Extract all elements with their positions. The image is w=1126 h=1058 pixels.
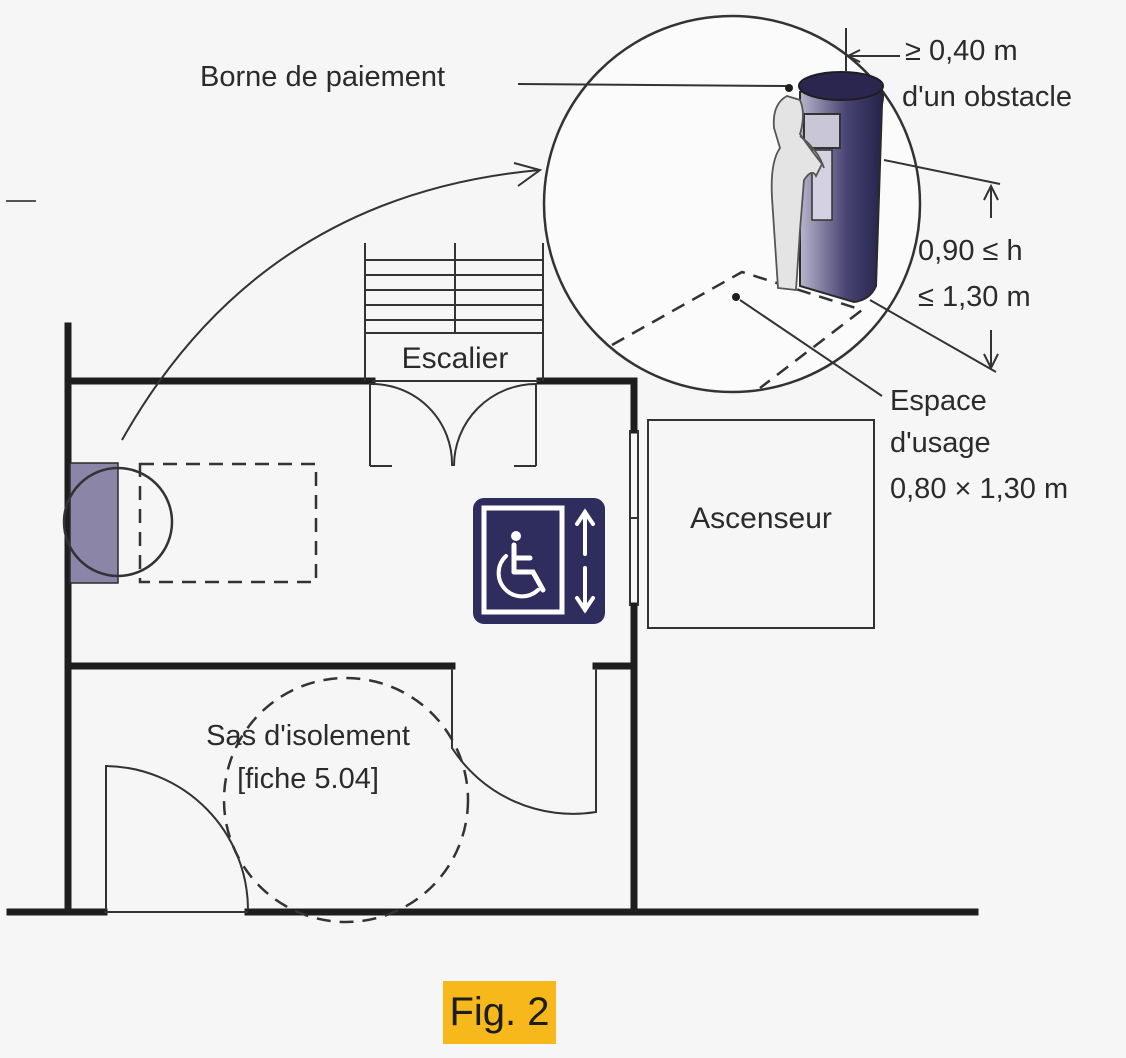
airlock-label-line1: Sas d'isolement [206, 720, 410, 752]
use-space-perspective [611, 270, 865, 389]
elevator-opening [629, 430, 639, 606]
elevator: Ascenseur [647, 419, 875, 629]
clearance-label-line2: d'un obstacle [902, 81, 1072, 113]
stairs: Escalier [364, 243, 544, 382]
height-label-line2: ≤ 1,30 m [918, 281, 1031, 313]
zoom-detail [542, 14, 922, 394]
clearance-label-line1: ≥ 0,40 m [905, 35, 1018, 67]
airlock-label-line2: [fiche 5.04] [237, 763, 379, 795]
down-arrow-icon [575, 566, 595, 614]
height-label-line1: 0,90 ≤ h [918, 235, 1023, 267]
airlock: Sas d'isolement [fiche 5.04] [105, 668, 597, 924]
up-arrow-icon [575, 508, 595, 556]
zoom-source-circle [62, 466, 174, 578]
payment-terminal-callout: Borne de paiement [200, 61, 787, 93]
terminal-plan-view [62, 462, 318, 584]
use-space-plan-rect [138, 462, 318, 584]
use-space-label-line1: Espace [890, 385, 987, 417]
use-space-label-line2: d'usage [890, 427, 991, 459]
accessible-elevator-sign [473, 498, 605, 624]
building-walls [6, 322, 979, 916]
stair-double-door [369, 382, 537, 467]
airlock-door-right [451, 668, 597, 815]
figure-caption: Fig. 2 [443, 981, 556, 1044]
clearance-dimension: ≥ 0,40 m d'un obstacle [845, 28, 1072, 113]
wheelchair-icon [496, 531, 546, 599]
terminal-plan-swatch [69, 462, 119, 584]
use-space-callout: Espace d'usage 0,80 × 1,30 m [732, 293, 1068, 505]
height-dimension: 0,90 ≤ h ≤ 1,30 m [869, 159, 1031, 373]
stairs-label: Escalier [402, 342, 509, 375]
zoom-arrow [121, 162, 543, 441]
payment-terminal-label: Borne de paiement [200, 61, 445, 93]
payment-terminal-illustration [798, 71, 884, 304]
airlock-door-left [105, 764, 249, 911]
use-space-label-line3: 0,80 × 1,30 m [890, 473, 1068, 505]
elevator-label: Ascenseur [690, 502, 832, 535]
person-illustration [770, 84, 825, 291]
turning-circle [222, 676, 470, 924]
